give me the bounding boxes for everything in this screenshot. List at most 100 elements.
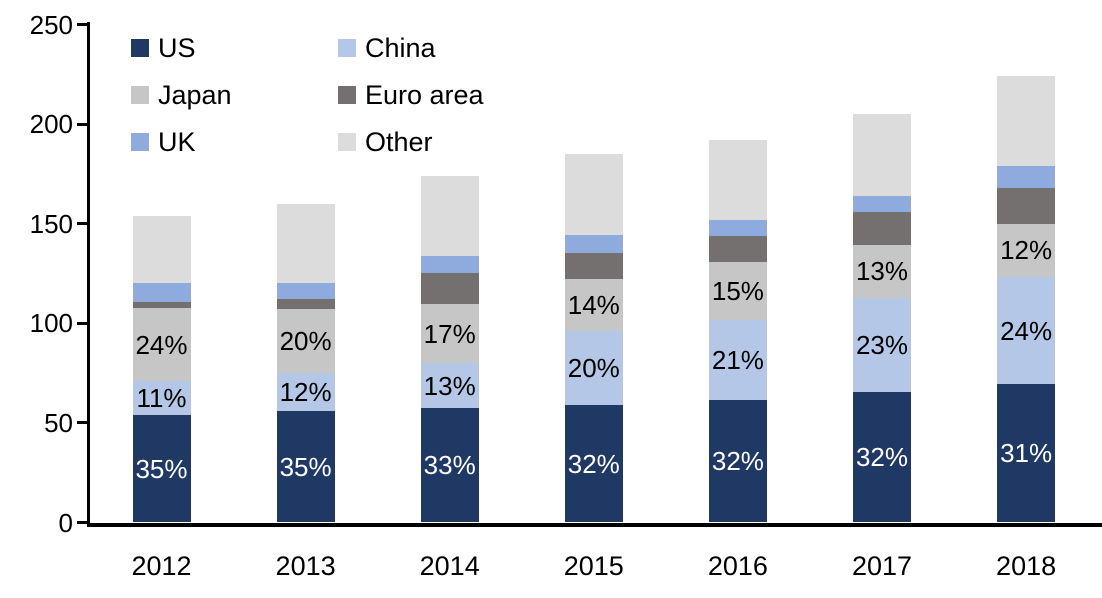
bar-segment-euro-area-2017 xyxy=(853,212,911,245)
bar-segment-other-2018 xyxy=(997,76,1056,166)
y-tick-label: 50 xyxy=(44,407,73,438)
legend-item-other: Other xyxy=(338,127,484,157)
segment-label-japan-2012: 24% xyxy=(135,329,188,360)
segment-label-japan-2015: 14% xyxy=(567,290,620,321)
segment-label-us-2013: 35% xyxy=(279,451,332,482)
y-tick xyxy=(77,122,87,126)
segment-label-japan-2016: 15% xyxy=(711,276,764,307)
y-tick xyxy=(77,23,87,26)
legend-swatch-icon-euro-area xyxy=(338,85,356,104)
bar-segment-us-2015 xyxy=(564,404,623,523)
y-tick xyxy=(77,521,87,524)
legend-label-japan: Japan xyxy=(158,79,232,110)
legend-item-us: US xyxy=(131,33,338,63)
bar-segment-china-2015 xyxy=(564,330,623,405)
x-axis-label-2013: 2013 xyxy=(275,551,336,581)
y-tick-label: 150 xyxy=(29,208,73,239)
y-tick-label: 250 xyxy=(29,9,73,40)
x-axis-label-2012: 2012 xyxy=(131,551,192,581)
segment-label-us-2015: 32% xyxy=(567,448,620,479)
bar-segment-other-2014 xyxy=(420,175,479,256)
y-tick-label: 0 xyxy=(58,507,73,538)
bar-segment-uk-2016 xyxy=(708,220,767,236)
bar-segment-other-2017 xyxy=(853,114,911,196)
bar-segment-uk-2013 xyxy=(276,283,335,300)
x-axis-label-2018: 2018 xyxy=(996,551,1057,581)
segment-label-japan-2018: 12% xyxy=(1000,235,1053,266)
bar-segment-us-2014 xyxy=(420,408,479,523)
segment-label-japan-2013: 20% xyxy=(279,325,332,356)
y-axis-line xyxy=(87,22,90,527)
segment-label-china-2016: 21% xyxy=(711,344,764,375)
legend-label-us: US xyxy=(158,32,196,63)
legend-item-euro-area: Euro area xyxy=(338,80,484,110)
y-tick xyxy=(77,421,87,425)
legend-swatch-icon-china xyxy=(338,38,356,57)
bar-segment-china-2017 xyxy=(853,297,911,392)
bar-segment-japan-2013 xyxy=(276,308,335,373)
bar-segment-euro-area-2016 xyxy=(708,235,767,263)
bar-segment-uk-2012 xyxy=(132,283,191,302)
bar-segment-other-2013 xyxy=(276,203,335,284)
x-axis-line xyxy=(87,523,1102,527)
segment-label-china-2018: 24% xyxy=(1000,315,1053,346)
legend-swatch-icon-uk xyxy=(131,132,149,151)
segment-label-china-2013: 12% xyxy=(279,376,332,407)
legend-label-euro-area: Euro area xyxy=(365,79,484,110)
bar-segment-china-2013 xyxy=(276,372,335,411)
y-tick-label: 100 xyxy=(29,308,73,339)
bar-segment-other-2012 xyxy=(132,215,191,284)
bar-segment-us-2012 xyxy=(132,415,191,523)
bar-segment-uk-2015 xyxy=(564,235,623,254)
segment-label-us-2016: 32% xyxy=(711,446,764,477)
legend-label-uk: UK xyxy=(158,126,196,157)
y-tick xyxy=(77,222,87,226)
x-axis-label-2016: 2016 xyxy=(707,551,768,581)
legend: US China Japan Euro area UK Other xyxy=(131,24,484,165)
bar-segment-euro-area-2015 xyxy=(564,253,623,280)
legend-swatch-icon-other xyxy=(338,132,356,151)
bar-segment-us-2018 xyxy=(997,384,1056,523)
y-tick-label: 200 xyxy=(29,109,73,140)
bar-segment-uk-2018 xyxy=(997,165,1056,188)
bar-segment-other-2015 xyxy=(564,153,623,236)
bar-segment-other-2016 xyxy=(708,140,767,221)
bar-segment-japan-2014 xyxy=(420,304,479,364)
x-axis-label-2017: 2017 xyxy=(851,551,913,581)
bar-segment-euro-area-2014 xyxy=(420,272,479,305)
y-tick xyxy=(77,321,87,325)
bar-segment-japan-2015 xyxy=(564,279,623,331)
segment-label-japan-2017: 13% xyxy=(855,256,909,287)
bar-segment-china-2018 xyxy=(997,277,1056,385)
legend-item-uk: UK xyxy=(131,127,338,157)
segment-label-us-2012: 35% xyxy=(135,453,188,484)
legend-label-other: Other xyxy=(365,126,433,157)
bar-segment-euro-area-2013 xyxy=(276,299,335,309)
bar-segment-japan-2018 xyxy=(997,223,1056,278)
legend-swatch-icon-us xyxy=(131,38,149,57)
segment-label-china-2017: 23% xyxy=(855,329,909,360)
bar-segment-china-2014 xyxy=(420,363,479,409)
bar-segment-uk-2014 xyxy=(420,255,479,273)
segment-label-china-2015: 20% xyxy=(567,352,620,383)
segment-label-japan-2014: 17% xyxy=(423,318,476,349)
bar-segment-japan-2017 xyxy=(853,244,911,298)
segment-label-us-2017: 32% xyxy=(855,442,909,473)
bar-segment-us-2017 xyxy=(853,391,911,523)
legend-swatch-icon-japan xyxy=(131,85,149,104)
segment-label-china-2012: 11% xyxy=(136,383,187,414)
bar-segment-us-2013 xyxy=(276,410,335,523)
segment-label-us-2014: 33% xyxy=(423,450,476,481)
bar-segment-euro-area-2012 xyxy=(132,301,191,308)
legend-label-china: China xyxy=(365,32,436,63)
bar-segment-uk-2017 xyxy=(853,195,911,213)
legend-item-japan: Japan xyxy=(131,80,338,110)
segment-label-us-2018: 31% xyxy=(1000,438,1053,469)
bar-segment-china-2016 xyxy=(708,319,767,401)
x-axis-label-2014: 2014 xyxy=(419,551,480,581)
legend-item-china: China xyxy=(338,33,484,63)
bar-segment-china-2012 xyxy=(132,381,191,416)
segment-label-china-2014: 13% xyxy=(423,370,476,401)
x-axis-label-2015: 2015 xyxy=(563,551,624,581)
